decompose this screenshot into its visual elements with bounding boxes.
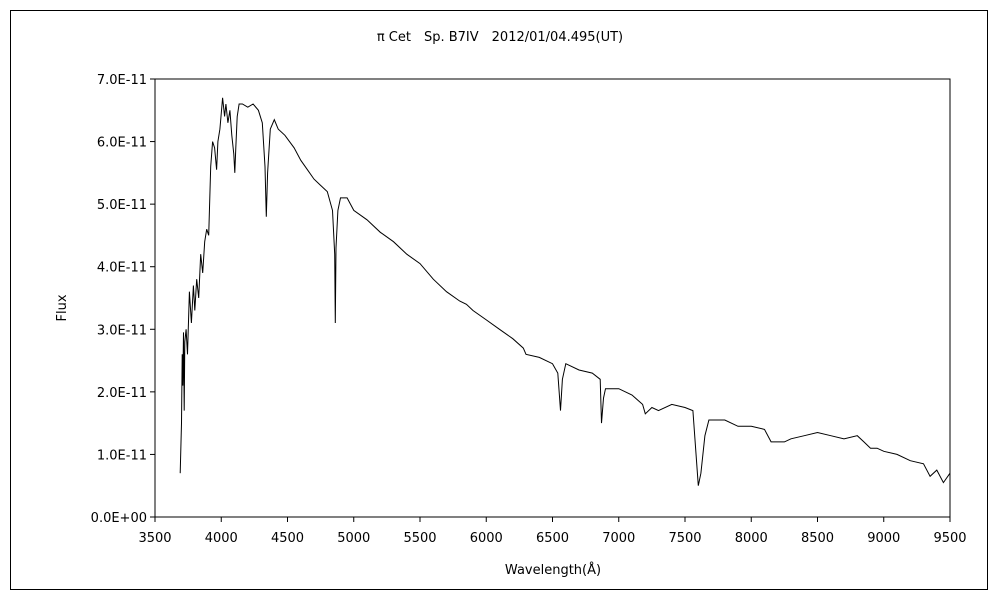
- y-tick-label: 7.0E-11: [97, 73, 147, 88]
- y-tick-label: 3.0E-11: [97, 323, 147, 338]
- x-tick-label: 4000: [205, 531, 238, 546]
- series-line: [179, 97, 951, 486]
- x-tick-label: 9500: [933, 531, 966, 546]
- x-tick-label: 9000: [867, 531, 900, 546]
- x-tick-label: 5500: [403, 531, 436, 546]
- plot-area: [154, 78, 951, 518]
- chart-title: π Cet Sp. B7IV 2012/01/04.495(UT): [377, 30, 623, 45]
- x-axis-ticks: 3500 4000 4500 5000 5500 6000 6500 7000 7500 8000…: [138, 517, 967, 546]
- x-tick-label: 8000: [735, 531, 768, 546]
- y-tick-label: 2.0E-11: [97, 386, 147, 401]
- y-tick-label: 5.0E-11: [97, 198, 147, 213]
- chart-frame: [10, 10, 988, 590]
- x-tick-label: 4500: [271, 531, 304, 546]
- x-tick-label: 6000: [470, 531, 503, 546]
- x-axis-label: Wavelength(Å): [505, 562, 601, 578]
- x-tick-label: 3500: [138, 531, 171, 546]
- y-tick-label: 4.0E-11: [97, 261, 147, 276]
- y-tick-label: 1.0E-11: [97, 448, 147, 463]
- x-tick-label: 8500: [801, 531, 834, 546]
- x-tick-label: 6500: [536, 531, 569, 546]
- y-tick-label: 0.0E+00: [91, 511, 147, 526]
- y-axis-ticks: 0.0E+00 1.0E-11 2.0E-11 3.0E-11 4.0E-11 5.0E-…: [91, 73, 155, 526]
- x-tick-label: 7000: [602, 531, 635, 546]
- x-tick-label: 7500: [668, 531, 701, 546]
- y-tick-label: 6.0E-11: [97, 136, 147, 151]
- y-axis-label: Flux: [55, 294, 70, 321]
- x-tick-label: 5000: [337, 531, 370, 546]
